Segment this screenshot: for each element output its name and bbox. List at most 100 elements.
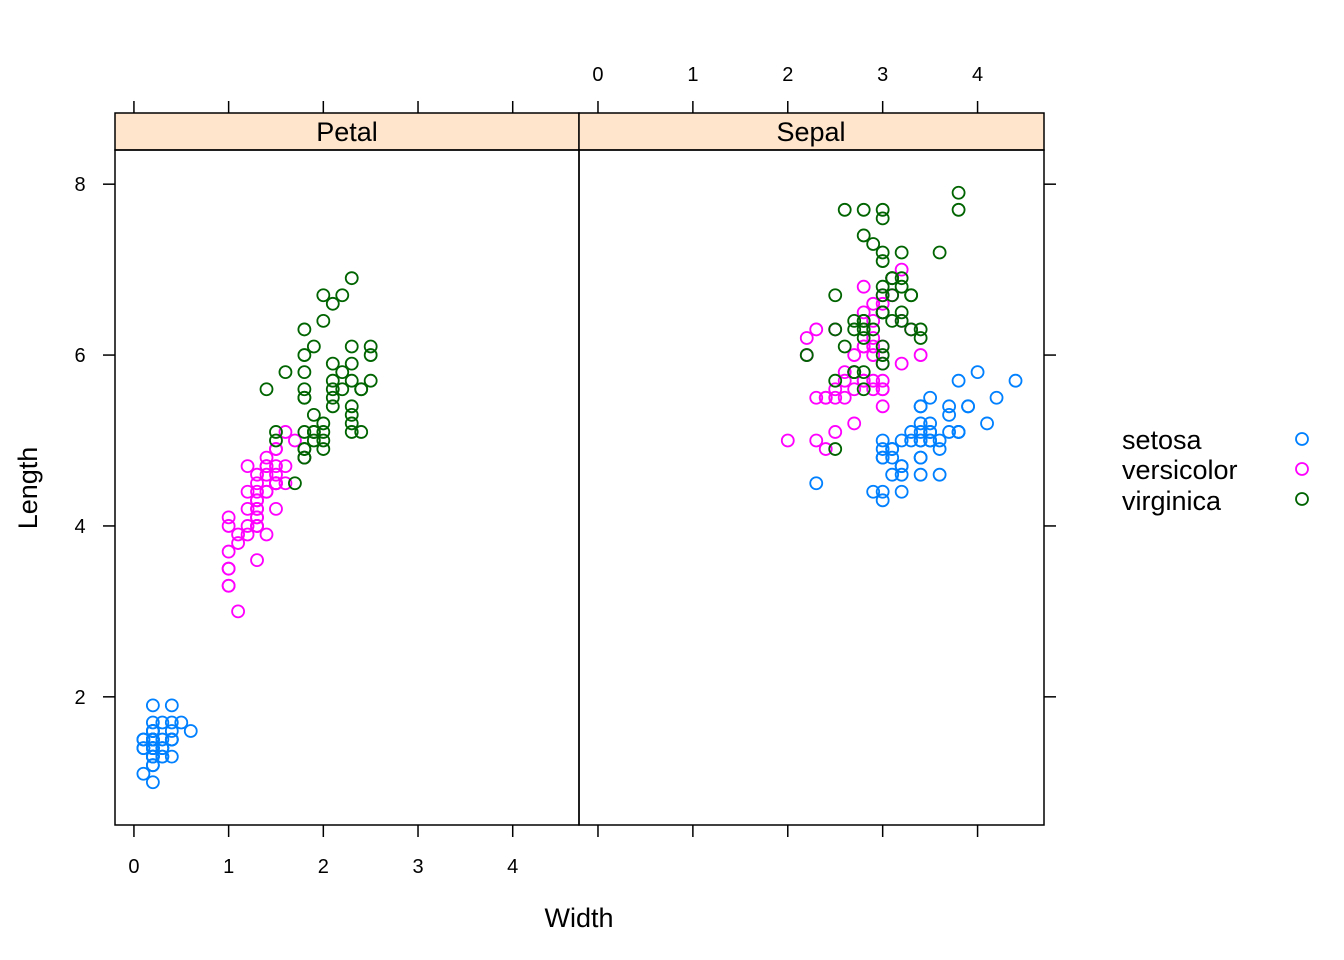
point-sepal-setosa: [885, 467, 900, 482]
point-petal-versicolor: [231, 536, 246, 550]
point-petal-setosa: [136, 766, 151, 781]
point-petal-setosa: [145, 724, 160, 738]
point-petal-versicolor: [250, 519, 264, 533]
point-sepal-setosa: [913, 399, 928, 414]
point-sepal-setosa: [923, 416, 938, 431]
point-sepal-versicolor: [828, 425, 843, 439]
point-petal-setosa: [164, 724, 179, 738]
point-sepal-setosa: [970, 365, 985, 380]
point-petal-setosa: [164, 749, 179, 764]
point-sepal-virginica: [847, 313, 862, 328]
point-sepal-versicolor: [875, 296, 890, 311]
point-sepal-versicolor: [799, 331, 814, 345]
point-petal-setosa: [164, 732, 179, 747]
point-sepal-setosa: [923, 433, 938, 448]
point-sepal-versicolor: [866, 348, 881, 362]
y-tick-label: 2: [74, 687, 85, 709]
point-petal-versicolor: [250, 510, 264, 525]
point-sepal-versicolor: [856, 339, 871, 354]
point-sepal-versicolor: [828, 390, 843, 405]
point-sepal-versicolor: [875, 399, 890, 414]
x-axis-title: Width: [544, 903, 613, 933]
x-tick-label-petal: 0: [128, 856, 139, 878]
point-sepal-versicolor: [856, 373, 871, 388]
point-sepal-virginica: [932, 245, 947, 260]
point-sepal-versicolor: [866, 331, 881, 345]
point-sepal-setosa: [913, 467, 928, 482]
point-petal-versicolor: [269, 459, 283, 474]
x-tick-label-petal: 4: [507, 856, 518, 878]
point-petal-setosa: [164, 715, 179, 730]
point-petal-versicolor: [269, 442, 283, 456]
point-petal-virginica: [325, 390, 340, 405]
point-sepal-virginica: [951, 202, 966, 217]
point-sepal-setosa: [885, 442, 900, 456]
point-sepal-versicolor: [913, 348, 928, 362]
point-sepal-setosa: [923, 390, 938, 405]
point-petal-virginica: [325, 373, 340, 388]
point-sepal-versicolor: [856, 279, 871, 294]
point-sepal-versicolor: [866, 296, 881, 311]
point-sepal-setosa: [809, 476, 824, 491]
x-tick-label-sepal: 3: [877, 64, 888, 86]
point-petal-versicolor: [221, 561, 236, 576]
point-sepal-virginica: [875, 245, 890, 260]
point-petal-virginica: [354, 425, 369, 439]
point-petal-virginica: [344, 416, 359, 431]
point-sepal-virginica: [875, 339, 890, 354]
legend-marker-versicolor: [1295, 462, 1309, 476]
strip-background-sepal: [578, 112, 1045, 151]
point-petal-virginica: [297, 365, 312, 380]
point-petal-setosa: [136, 741, 151, 756]
point-petal-versicolor: [259, 527, 274, 542]
point-petal-versicolor: [231, 527, 246, 542]
point-petal-versicolor: [278, 459, 293, 474]
point-petal-setosa: [145, 741, 160, 756]
point-petal-versicolor: [250, 553, 264, 568]
point-petal-virginica: [363, 348, 378, 362]
point-sepal-versicolor: [866, 313, 881, 328]
point-petal-setosa: [164, 698, 179, 713]
point-petal-virginica: [363, 339, 378, 354]
point-petal-virginica: [278, 365, 293, 380]
point-sepal-setosa: [875, 450, 890, 465]
point-sepal-virginica: [856, 382, 871, 397]
y-tick-label: 6: [74, 345, 85, 367]
point-sepal-virginica: [866, 322, 881, 337]
point-sepal-virginica: [894, 245, 909, 260]
point-petal-versicolor: [240, 501, 255, 516]
point-sepal-versicolor: [856, 305, 871, 320]
data-points: [136, 185, 1023, 790]
point-petal-versicolor: [259, 484, 274, 499]
point-petal-versicolor: [240, 484, 255, 499]
x-tick-label-sepal: 0: [592, 64, 603, 86]
point-sepal-virginica: [828, 442, 843, 456]
point-sepal-versicolor: [809, 322, 824, 337]
point-petal-setosa: [183, 724, 198, 738]
point-sepal-virginica: [847, 365, 862, 380]
point-petal-virginica: [316, 313, 331, 328]
point-petal-virginica: [354, 382, 369, 397]
point-sepal-virginica: [856, 365, 871, 380]
point-sepal-virginica: [866, 237, 881, 251]
point-petal-virginica: [344, 356, 359, 371]
point-sepal-setosa: [942, 407, 957, 422]
x-tick-label-sepal: 2: [782, 64, 793, 86]
point-petal-versicolor: [259, 467, 274, 482]
point-petal-versicolor: [221, 544, 236, 559]
point-sepal-versicolor: [780, 433, 795, 448]
point-sepal-setosa: [904, 433, 919, 448]
point-sepal-setosa: [951, 373, 966, 388]
point-sepal-setosa: [951, 425, 966, 439]
point-sepal-virginica: [856, 331, 871, 345]
point-sepal-versicolor: [837, 365, 852, 380]
point-petal-versicolor: [269, 476, 283, 491]
point-sepal-virginica: [828, 288, 843, 303]
point-petal-virginica: [344, 407, 359, 422]
point-sepal-versicolor: [837, 390, 852, 405]
point-sepal-setosa: [894, 484, 909, 499]
panel-frame-petal: [114, 149, 580, 826]
point-petal-setosa: [155, 732, 170, 747]
point-petal-versicolor: [269, 467, 283, 482]
point-sepal-setosa: [875, 493, 890, 508]
